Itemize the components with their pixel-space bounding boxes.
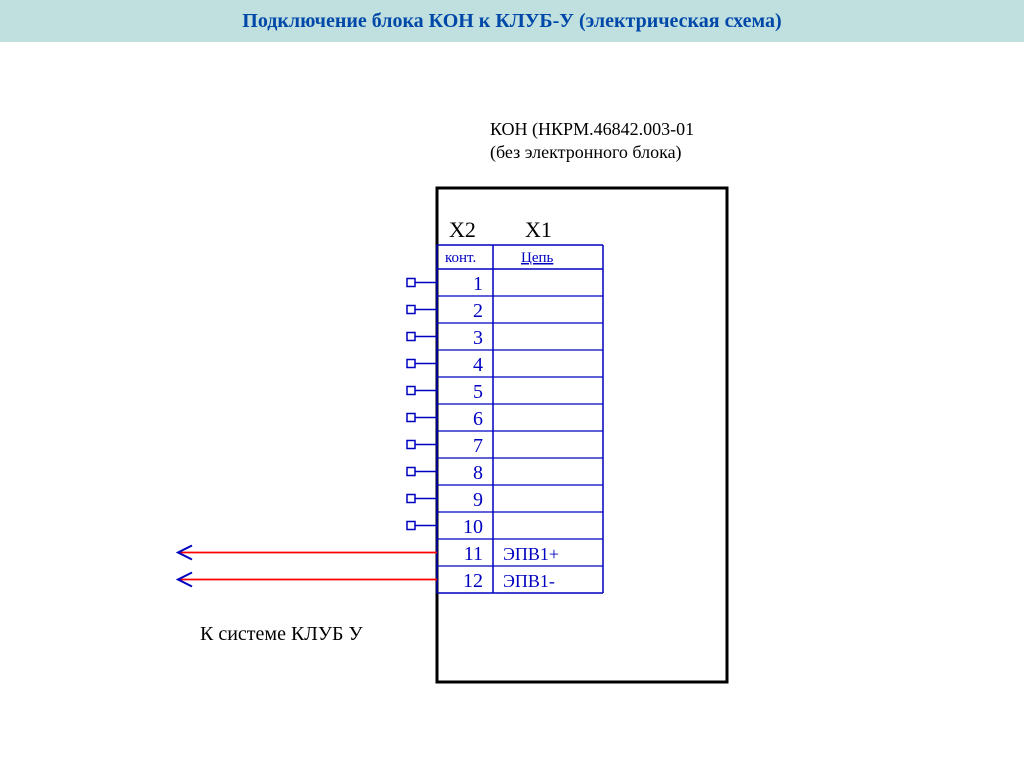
pin-number: 10 [463,516,483,538]
pin-stub [407,468,415,476]
pin-number: 9 [473,489,483,511]
pin-number: 1 [473,273,483,295]
col-header-circuit: Цепь [521,250,554,266]
pin-stub [407,495,415,503]
page-title: Подключение блока КОН к КЛУБ-У (электрич… [242,10,781,32]
circuit-label: ЭПВ1- [503,571,555,591]
pin-stub [407,360,415,368]
col-header-kont: конт. [445,250,476,266]
pin-number: 4 [473,354,483,376]
block-label-1: КОН (НКРМ.46842.003-01 [490,119,694,140]
pin-number: 3 [473,327,483,349]
pin-number: 2 [473,300,483,322]
circuit-label: ЭПВ1+ [503,544,559,564]
pin-stub [407,306,415,314]
title-bar: Подключение блока КОН к КЛУБ-У (электрич… [0,0,1024,42]
pin-stub [407,441,415,449]
block-label-2: (без электронного блока) [490,142,682,163]
pin-number: 5 [473,381,483,403]
pin-stub [407,387,415,395]
pin-stub [407,279,415,287]
pin-number: 6 [473,408,483,430]
destination-label: К системе КЛУБ У [200,623,363,645]
pin-stub [407,333,415,341]
pin-stub [407,522,415,530]
pin-number: 11 [464,543,483,565]
pin-number: 12 [463,570,483,592]
pin-number: 7 [473,435,483,457]
pin-stub [407,414,415,422]
pin-number: 8 [473,462,483,484]
diagram-canvas: КОН (НКРМ.46842.003-01(без электронного … [0,42,1024,767]
header-x2: X2 [449,217,476,242]
header-x1: X1 [525,217,552,242]
